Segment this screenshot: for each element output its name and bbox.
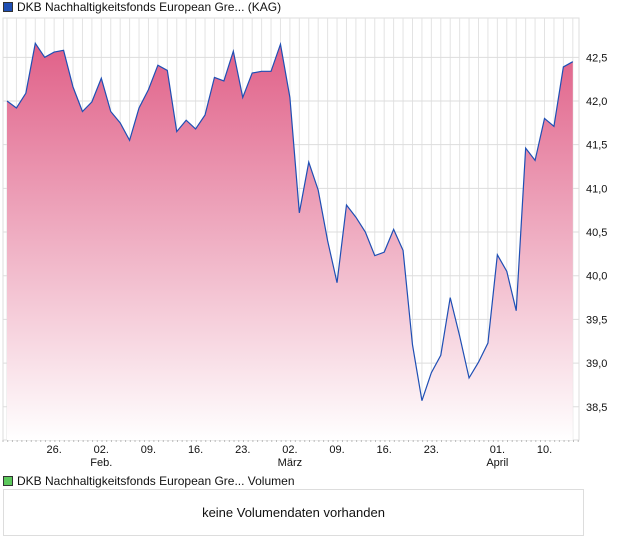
x-tick-label: 01. [490,444,505,456]
x-tick-label: 09. [329,444,344,456]
volume-legend: DKB Nachhaltigkeitsfonds European Gre...… [3,474,295,488]
x-month-label: März [278,457,302,469]
x-tick-label: 02. [94,444,109,456]
y-tick-label: 38,5 [586,402,607,414]
volume-panel: keine Volumendaten vorhanden [3,489,584,536]
x-tick-label: 09. [141,444,156,456]
y-tick-label: 42,5 [586,52,607,64]
x-tick-label: 23. [235,444,250,456]
x-tick-label: 26. [47,444,62,456]
x-month-label: April [486,457,508,469]
y-tick-label: 41,0 [586,183,607,195]
y-tick-label: 42,0 [586,96,607,108]
y-tick-label: 39,0 [586,358,607,370]
price-legend-label: DKB Nachhaltigkeitsfonds European Gre...… [17,0,282,14]
x-tick-label: 02. [282,444,297,456]
x-month-label: Feb. [90,457,112,469]
x-tick-label: 10. [537,444,552,456]
volume-legend-swatch [3,476,13,486]
price-area [7,43,573,441]
no-volume-message: keine Volumendaten vorhanden [202,505,385,520]
volume-legend-label: DKB Nachhaltigkeitsfonds European Gre...… [17,474,295,488]
y-tick-label: 40,0 [586,271,607,283]
x-tick-label: 16. [188,444,203,456]
x-tick-label: 23. [424,444,439,456]
price-chart: 38,5 39,0 39,5 40,0 40,5 41,0 41,5 42,0 42,5 26. 0… [2,17,607,469]
x-tick-label: 16. [377,444,392,456]
y-tick-label: 40,5 [586,227,607,239]
y-tick-label: 41,5 [586,140,607,152]
y-tick-label: 39,5 [586,314,607,326]
price-legend: DKB Nachhaltigkeitsfonds European Gre...… [3,0,281,14]
price-legend-swatch [3,2,13,12]
price-line [6,41,574,401]
